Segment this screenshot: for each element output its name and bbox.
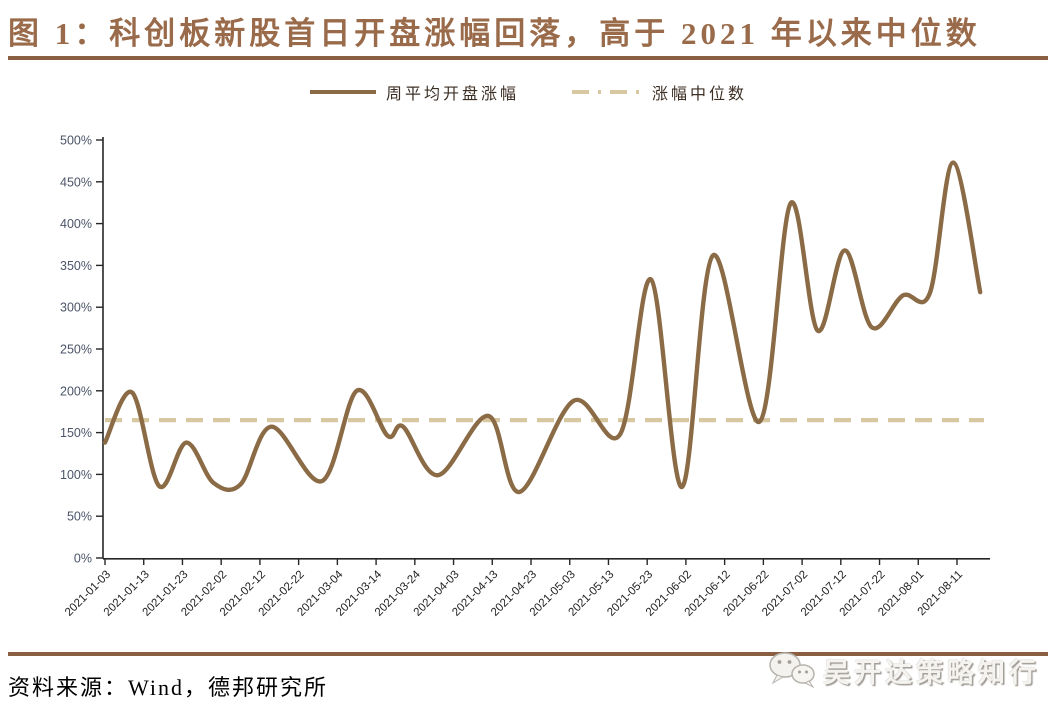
- y-axis: 0% 50% 100% 150% 200% 250% 300% 350% 400% 450% 500…: [60, 134, 103, 566]
- legend-label-weekly-avg: 周平均开盘涨幅: [385, 86, 519, 103]
- y-tick-label: 400%: [60, 217, 92, 231]
- weekly-avg-line: [102, 160, 983, 495]
- x-axis: 2021-01-032021-01-132021-01-232021-02-02…: [63, 558, 965, 619]
- y-tick-label: 50%: [67, 510, 92, 524]
- watermark: 吴开达策略知行: [767, 650, 1040, 690]
- y-tick-label: 0%: [74, 552, 92, 566]
- solid-line-swatch-icon: [309, 90, 376, 94]
- y-tick-label: 500%: [60, 134, 92, 148]
- legend-label-median: 涨幅中位数: [652, 86, 748, 103]
- y-tick-label: 250%: [60, 343, 92, 357]
- legend-item-median[interactable]: 涨幅中位数: [571, 80, 747, 104]
- y-tick-label: 100%: [60, 468, 92, 482]
- wechat-icon: [769, 652, 815, 689]
- y-tick-label: 300%: [60, 301, 92, 315]
- title-divider: [8, 56, 1048, 60]
- y-tick-label: 350%: [60, 259, 92, 273]
- y-tick-label: 450%: [60, 175, 92, 189]
- line-chart: 0% 50% 100% 150% 200% 250% 300% 350% 400% 450% 500…: [60, 134, 990, 619]
- legend-item-weekly-avg[interactable]: 周平均开盘涨幅: [309, 80, 519, 104]
- page-title: 图 1：科创板新股首日开盘涨幅回落，高于 2021 年以来中位数: [8, 16, 981, 51]
- axes: [102, 137, 990, 560]
- y-tick-label: 150%: [60, 426, 92, 440]
- watermark-text: 吴开达策略知行: [823, 657, 1040, 688]
- chart-legend: 周平均开盘涨幅 涨幅中位数: [0, 80, 1056, 104]
- footer-divider: [8, 652, 1048, 656]
- source-text: 资料来源：Wind，德邦研究所: [8, 675, 328, 700]
- dashed-line-swatch-icon: [572, 90, 642, 94]
- y-tick-label: 200%: [60, 384, 92, 398]
